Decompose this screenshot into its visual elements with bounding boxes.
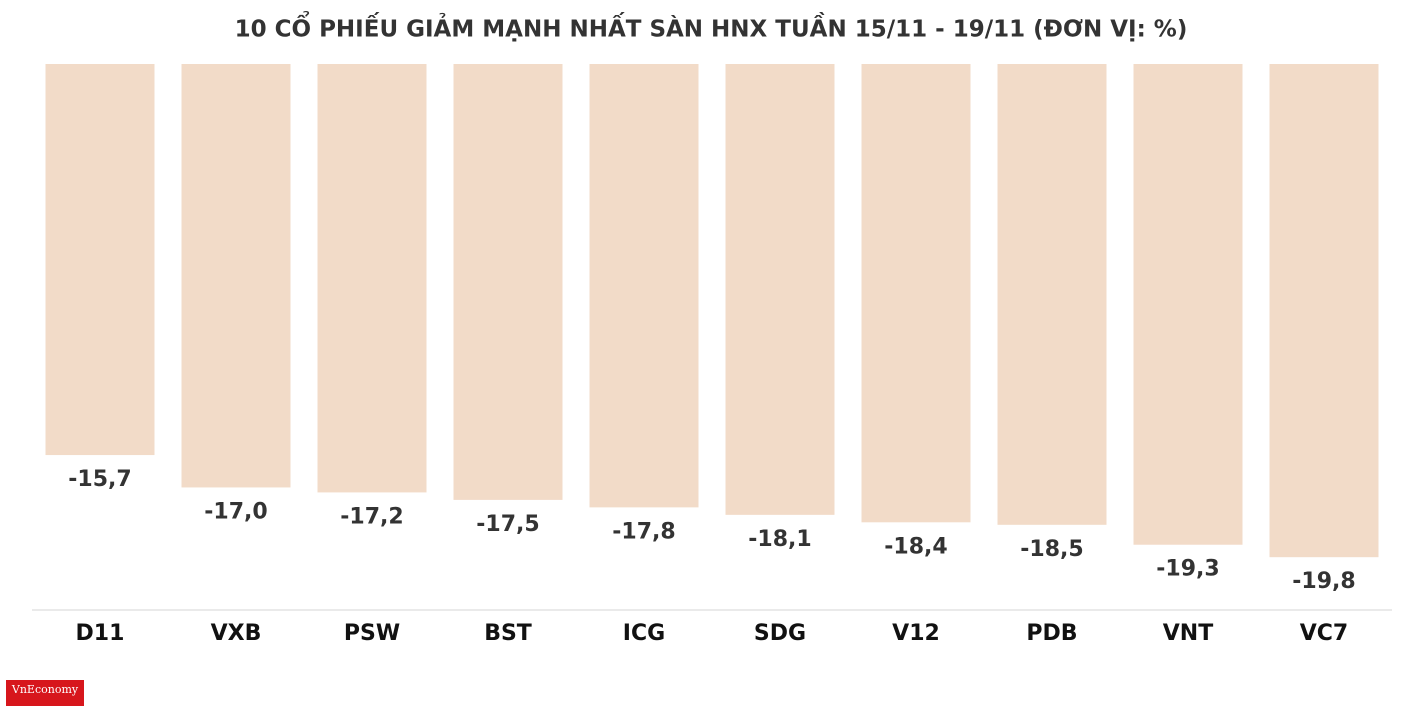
x-tick-label: VNT	[1163, 621, 1213, 646]
x-tick-label: VC7	[1300, 621, 1348, 646]
x-tick-label: BST	[484, 621, 532, 646]
bar	[1269, 64, 1379, 558]
bar	[317, 64, 427, 493]
x-tick-label: PSW	[344, 621, 400, 646]
value-label: -19,8	[1292, 569, 1355, 594]
x-tick-label: PDB	[1026, 621, 1077, 646]
bar	[861, 64, 971, 523]
value-label: -17,0	[204, 499, 267, 524]
value-label: -18,5	[1020, 537, 1083, 562]
bar	[45, 64, 155, 456]
value-label: -18,4	[884, 534, 947, 559]
bar	[1133, 64, 1243, 545]
bar	[725, 64, 835, 515]
bar	[997, 64, 1107, 525]
value-label: -17,8	[612, 519, 675, 544]
bar	[453, 64, 563, 500]
chart-title: 10 CỔ PHIẾU GIẢM MẠNH NHẤT SÀN HNX TUẦN …	[235, 11, 1188, 43]
value-label: -19,3	[1156, 557, 1219, 582]
x-tick-label: SDG	[754, 621, 806, 646]
x-tick-label: V12	[892, 621, 940, 646]
logo-box	[6, 680, 84, 706]
logo: VnEconomy	[11, 683, 79, 696]
x-tick-label: ICG	[623, 621, 665, 646]
value-label: -17,2	[340, 504, 403, 529]
value-label: -15,7	[68, 467, 131, 492]
bar	[589, 64, 699, 508]
value-label: -18,1	[748, 527, 811, 552]
bar	[181, 64, 291, 488]
x-tick-label: D11	[76, 621, 125, 646]
x-tick-label: VXB	[211, 621, 262, 646]
value-label: -17,5	[476, 512, 539, 537]
